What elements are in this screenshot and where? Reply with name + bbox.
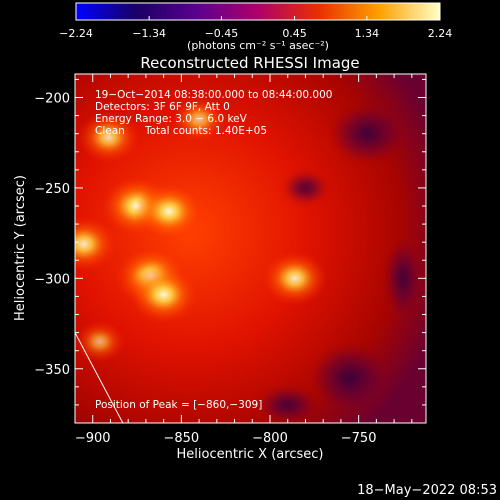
y-tick-label: −300 xyxy=(34,272,70,287)
emission-source xyxy=(77,111,140,164)
dark-region xyxy=(257,386,318,423)
colorbar-tick-label: 0.45 xyxy=(282,27,307,40)
annotation-time-range: 19−Oct−2014 08:38:00.000 to 08:44:00.000 xyxy=(95,89,332,101)
heatmap-image xyxy=(75,74,426,423)
plot-frame xyxy=(74,73,427,424)
emission-source xyxy=(75,320,126,363)
colorbar-ticks xyxy=(75,16,441,20)
chart-title: Reconstructed RHESSI Image xyxy=(140,54,359,72)
x-axis-tick-labels: −900 −850 −800 −750 xyxy=(75,431,377,446)
y-axis-title: Heliocentric Y (arcsec) xyxy=(13,175,28,321)
source-layer xyxy=(75,96,328,363)
colorbar-tick-label: 2.24 xyxy=(428,27,453,40)
annotation-block: 19−Oct−2014 08:38:00.000 to 08:44:00.000… xyxy=(95,89,332,411)
annotation-peak-position: Position of Peak = [−860,−309] xyxy=(95,399,262,411)
colorbar-tick-label: −2.24 xyxy=(59,27,93,40)
x-tick-label: −750 xyxy=(341,431,377,446)
dark-region xyxy=(329,103,406,164)
annotation-method: Clean xyxy=(95,125,125,137)
x-tick-label: −850 xyxy=(164,431,200,446)
y-axis-ticks xyxy=(75,78,426,424)
emission-source xyxy=(75,216,117,272)
colorbar-tick-label: −1.34 xyxy=(132,27,166,40)
colorbar-tick-label: −0.45 xyxy=(205,27,239,40)
colorbar-tick-label: 1.34 xyxy=(355,27,380,40)
emission-source xyxy=(133,182,204,241)
colorbar-bar xyxy=(75,2,441,21)
emission-source xyxy=(128,265,199,324)
dark-region xyxy=(309,342,390,413)
annotation-energy-range: Energy Range: 3.0 − 6.0 keV xyxy=(95,113,248,125)
y-tick-label: −350 xyxy=(34,363,70,378)
x-axis-ticks xyxy=(74,74,413,423)
colorbar: −2.24 −1.34 −0.45 0.45 1.34 2.24 (photons cm⁻… xyxy=(59,2,452,52)
emission-source xyxy=(261,250,328,306)
dark-region xyxy=(384,238,421,319)
x-axis-title: Heliocentric X (arcsec) xyxy=(177,447,324,462)
y-tick-label: −250 xyxy=(34,182,70,197)
dark-region xyxy=(283,171,328,204)
solar-limb-line xyxy=(75,332,124,423)
x-tick-label: −800 xyxy=(252,431,288,446)
dark-regions xyxy=(257,103,421,423)
colorbar-unit-label: (photons cm⁻² s⁻¹ asec⁻²) xyxy=(187,39,329,52)
footer-timestamp: 18−May−2022 08:53 xyxy=(357,483,497,498)
y-axis-tick-labels: −200 −250 −300 −350 xyxy=(34,92,70,378)
colorbar-tick-labels: −2.24 −1.34 −0.45 0.45 1.34 2.24 xyxy=(59,27,452,40)
y-tick-label: −200 xyxy=(34,92,70,107)
annotation-total-counts: Total counts: 1.40E+05 xyxy=(144,125,267,137)
emission-source xyxy=(171,96,227,143)
x-tick-label: −900 xyxy=(75,431,111,446)
annotation-detectors: Detectors: 3F 6F 9F, Att 0 xyxy=(95,101,230,113)
